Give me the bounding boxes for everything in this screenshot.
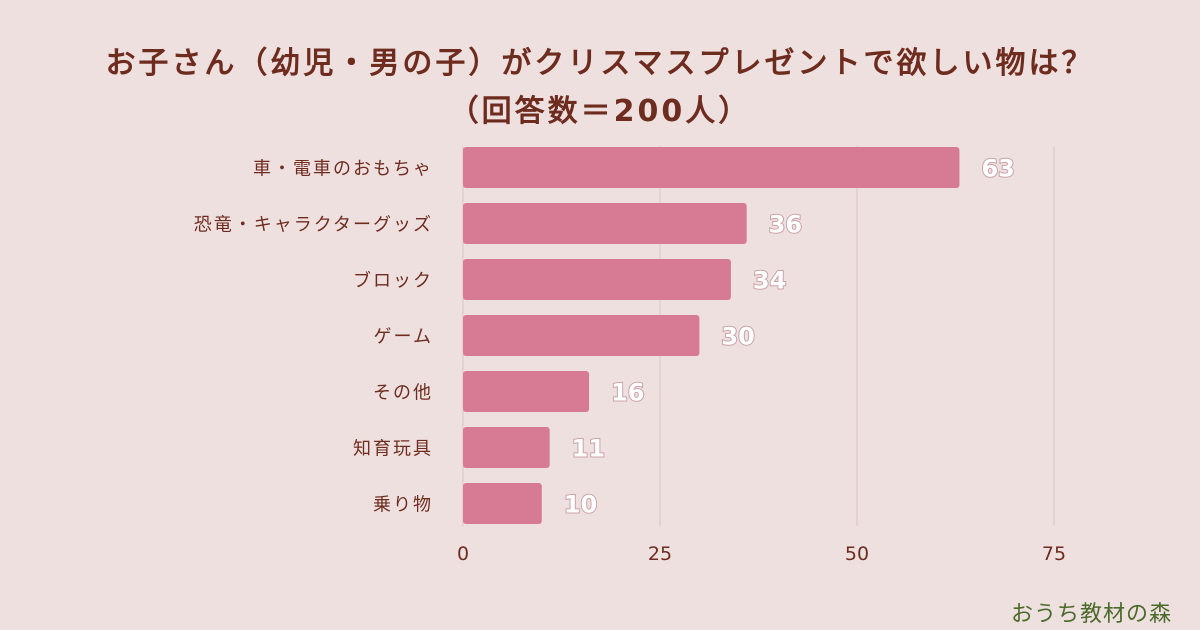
value-label: 30 bbox=[721, 323, 754, 351]
x-tick-label: 0 bbox=[457, 543, 469, 565]
value-label: 34 bbox=[753, 267, 786, 295]
bar bbox=[463, 371, 590, 412]
value-label: 63 bbox=[981, 155, 1014, 183]
bar bbox=[463, 427, 550, 468]
category-label: その他 bbox=[373, 383, 433, 404]
bar bbox=[463, 483, 542, 524]
category-label: 車・電車のおもちゃ bbox=[253, 159, 433, 180]
category-label: 乗り物 bbox=[373, 495, 433, 516]
bar bbox=[463, 203, 747, 244]
bar bbox=[463, 259, 731, 300]
category-label: ゲーム bbox=[374, 327, 433, 348]
x-tick-label: 75 bbox=[1042, 543, 1066, 565]
brand-watermark: おうち教材の森 bbox=[1010, 602, 1172, 627]
value-label: 11 bbox=[572, 435, 605, 463]
chart-title: お子さん（幼児・男の子）がクリスマスプレゼントで欲しい物は？ bbox=[105, 46, 1095, 81]
category-label: 恐竜・キャラクターグッズ bbox=[194, 215, 433, 236]
value-label: 16 bbox=[611, 379, 644, 407]
bar bbox=[463, 147, 960, 188]
x-tick-label: 50 bbox=[845, 543, 869, 565]
value-label: 36 bbox=[769, 211, 802, 239]
chart-subtitle: （回答数＝200人） bbox=[448, 94, 752, 129]
bar bbox=[463, 315, 700, 356]
x-tick-label: 25 bbox=[648, 543, 672, 565]
value-label: 10 bbox=[564, 491, 597, 519]
category-label: 知育玩具 bbox=[353, 439, 433, 460]
category-label: ブロック bbox=[353, 270, 433, 292]
